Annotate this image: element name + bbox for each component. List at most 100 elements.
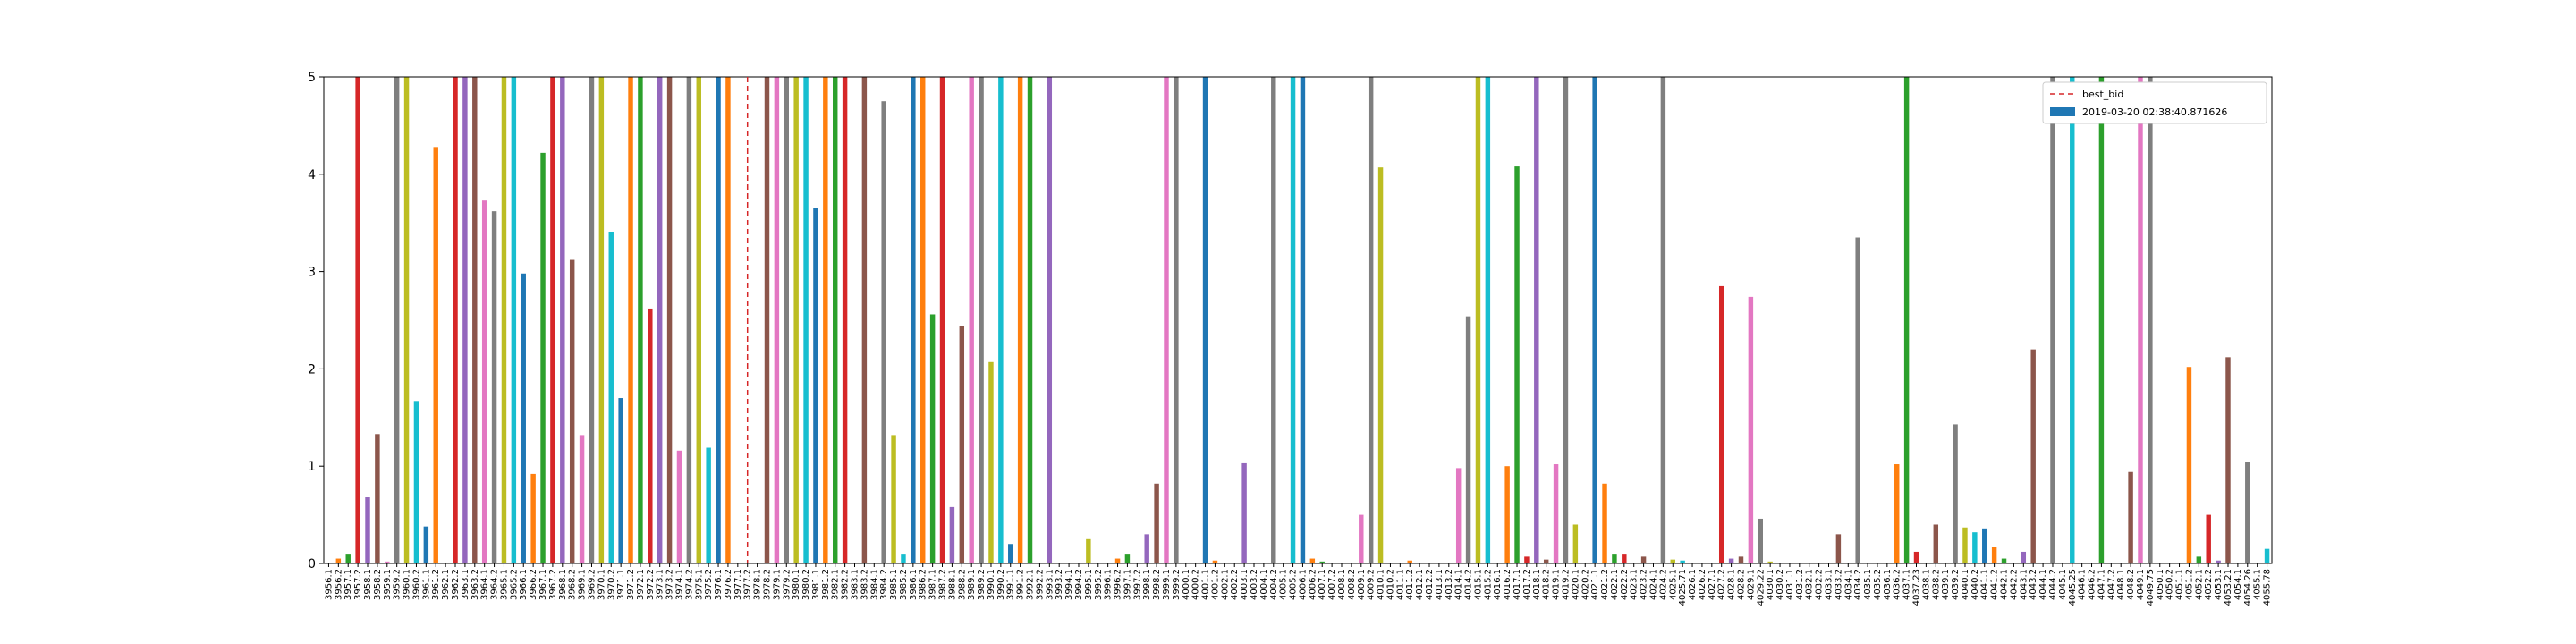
x-tick-label: 4014.2 (1464, 569, 1474, 600)
bar (1972, 532, 1978, 564)
bar (686, 77, 692, 564)
x-tick-label: 4012.1 (1415, 569, 1425, 600)
x-tick-label: 4007.2 (1327, 569, 1337, 600)
x-tick-label: 4042.2 (2009, 569, 2019, 600)
x-tick-label: 3967.2 (548, 569, 558, 600)
bar (1855, 237, 1860, 564)
x-tick-label: 4026.1 (1688, 569, 1698, 600)
bar (385, 561, 390, 564)
bar (1718, 285, 1724, 564)
x-tick-label: 3990.1 (987, 569, 996, 600)
x-tick-label: 3999.1 (1162, 569, 1172, 600)
bar (1680, 560, 1685, 564)
x-tick-label: 3958.1 (363, 569, 373, 600)
x-tick-label: 4019.1 (1552, 569, 1562, 600)
x-tick-label: 3999.2 (1172, 569, 1182, 600)
x-tick-label: 4033.1 (1825, 569, 1835, 600)
x-tick-label: 3984.2 (879, 569, 889, 600)
y-tick-label: 2 (308, 362, 316, 377)
x-tick-label: 4009.1 (1357, 569, 1367, 600)
bar (774, 77, 780, 564)
bar (1553, 464, 1559, 564)
bar (1894, 464, 1900, 564)
x-tick-label: 3971.1 (616, 569, 626, 600)
x-tick-label: 3978.1 (753, 569, 763, 600)
bar (793, 77, 799, 564)
x-tick-label: 3976.1 (714, 569, 724, 600)
bar (1124, 554, 1131, 564)
bar (1728, 558, 1734, 564)
x-tick-label: 3997.2 (1132, 569, 1142, 600)
bar (335, 558, 342, 564)
x-tick-label: 3985.1 (889, 569, 899, 600)
x-tick-label: 4032.2 (1815, 569, 1825, 600)
x-tick-label: 4028.1 (1727, 569, 1737, 600)
x-tick-label: 4018.1 (1532, 569, 1542, 600)
x-tick-label: 4013.1 (1435, 569, 1445, 600)
bar (959, 326, 965, 564)
x-tick-label: 3960.2 (411, 569, 421, 600)
x-tick-label: 4016.1 (1493, 569, 1503, 600)
x-tick-label: 4024.2 (1658, 569, 1668, 600)
x-tick-label: 3974.2 (684, 569, 694, 600)
y-tick-label: 3 (308, 266, 316, 280)
bar (1572, 524, 1579, 564)
x-tick-label: 3983.2 (860, 569, 869, 600)
bar (2216, 560, 2221, 564)
x-tick-label: 3972.2 (646, 569, 656, 600)
x-tick-label: 4041.1 (1980, 569, 1990, 600)
x-tick-label: 4045.1 (2058, 569, 2068, 600)
bar (861, 77, 868, 564)
bar (2001, 558, 2007, 564)
x-tick-label: 3996.2 (1114, 569, 1123, 600)
x-tick-label: 4015.1 (1473, 569, 1483, 600)
x-tick-label: 4034.1 (1843, 569, 1853, 600)
bar (1086, 538, 1091, 564)
x-tick-label: 4036.1 (1883, 569, 1893, 600)
x-tick-label: 3957.2 (353, 569, 363, 600)
x-tick-label: 4026.2 (1698, 569, 1707, 600)
bar (979, 77, 984, 564)
x-tick-label: 4021.1 (1590, 569, 1600, 600)
x-tick-label: 3993.2 (1055, 569, 1064, 600)
x-tick-label: 3963.2 (470, 569, 480, 600)
bar (638, 77, 643, 564)
x-tick-label: 3996.1 (1104, 569, 1114, 600)
bar (1319, 561, 1325, 564)
bar (413, 401, 419, 564)
x-tick-label: 4022.2 (1620, 569, 1630, 600)
bar (2050, 77, 2055, 564)
x-tick-label: 4013.2 (1445, 569, 1454, 600)
bar (1114, 558, 1121, 564)
x-tick-label: 4048.1 (2116, 569, 2126, 600)
bar (725, 77, 731, 564)
x-tick-label: 4054.1 (2233, 569, 2243, 600)
x-tick-label: 4048.2 (2126, 569, 2136, 600)
x-tick-label: 3974.1 (674, 569, 684, 600)
x-tick-label: 3962.1 (441, 569, 451, 600)
legend-label: best_bid (2082, 89, 2123, 100)
bar (813, 208, 818, 564)
x-tick-label: 3985.2 (899, 569, 909, 600)
x-tick-label: 3989.1 (967, 569, 977, 600)
bar (560, 77, 565, 564)
x-tick-label: 4009.2 (1367, 569, 1377, 600)
x-tick-label: 3981.2 (821, 569, 831, 600)
x-tick-label: 4052.2 (2204, 569, 2214, 600)
bar (1543, 559, 1549, 564)
bar (1475, 77, 1481, 564)
x-tick-label: 3978.2 (762, 569, 772, 600)
bar (628, 77, 633, 564)
x-tick-label: 4043.2 (2029, 569, 2038, 600)
x-tick-label: 4053.21 (2224, 569, 2233, 606)
x-tick-label: 3975.2 (704, 569, 714, 600)
x-tick-label: 3984.1 (869, 569, 879, 600)
bar (2070, 77, 2075, 564)
x-tick-label: 3968.1 (558, 569, 568, 600)
bar (1212, 560, 1218, 564)
axes-frame (323, 76, 2273, 564)
x-tick-label: 3992.1 (1026, 569, 1036, 600)
x-tick-label: 4023.2 (1640, 569, 1649, 600)
x-tick-label: 3990.2 (996, 569, 1006, 600)
x-tick-label: 3960.1 (402, 569, 412, 600)
